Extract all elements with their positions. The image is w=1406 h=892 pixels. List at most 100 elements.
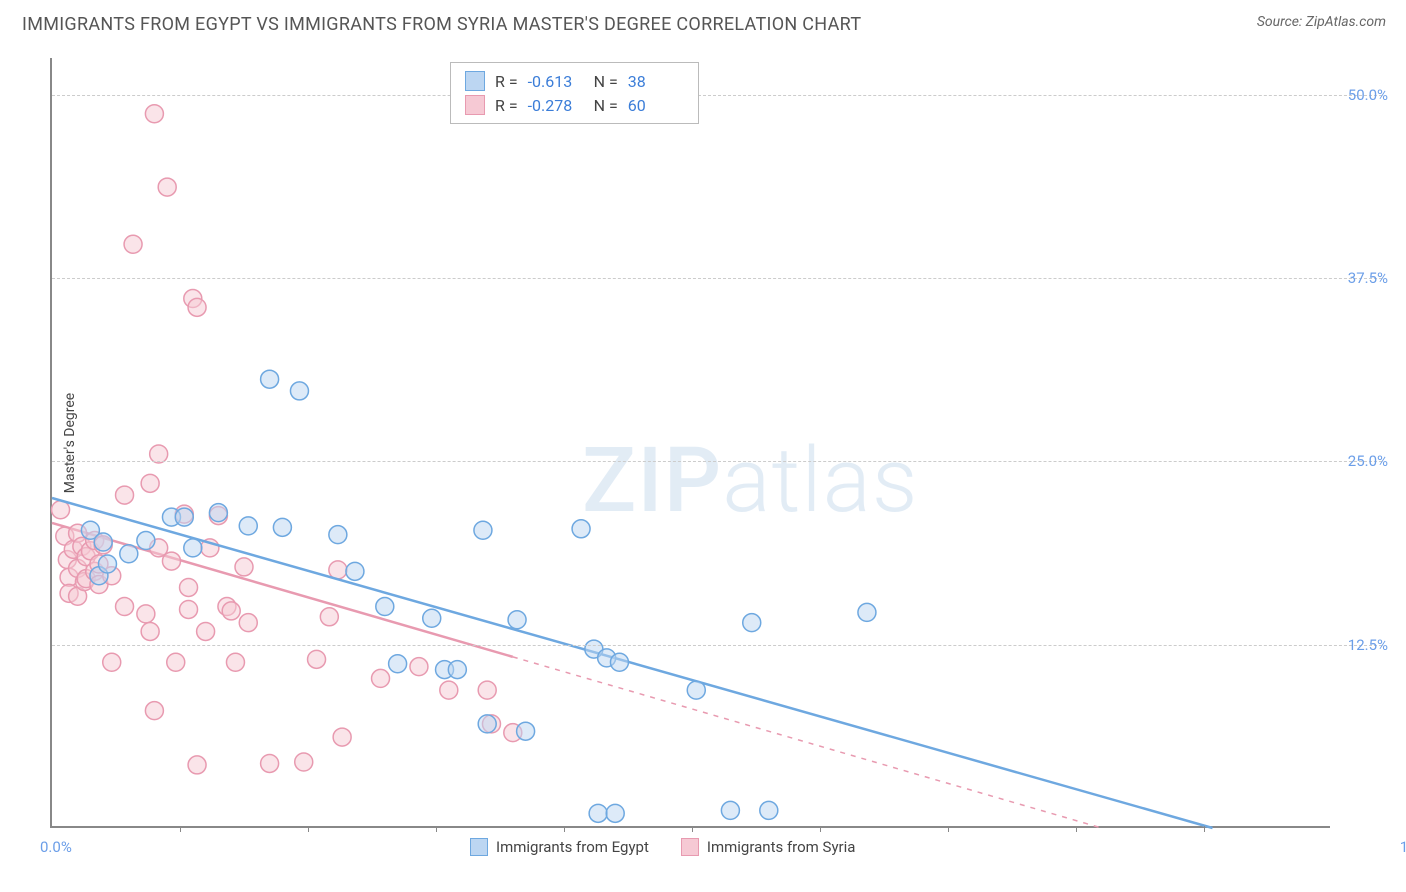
data-point [235, 558, 253, 576]
data-point [478, 681, 496, 699]
plot-region: ZIPatlas 12.5%25.0%37.5%50.0% [50, 58, 1330, 828]
x-tick [436, 826, 437, 832]
regression-line-dashed [513, 657, 1102, 828]
data-point [474, 521, 492, 539]
data-point [721, 801, 739, 819]
stats-n-label: N = [594, 96, 618, 115]
y-tick-label: 37.5% [1348, 269, 1388, 287]
y-tick-label: 25.0% [1348, 452, 1388, 470]
gridline [52, 95, 1382, 96]
data-point [175, 508, 193, 526]
regression-line [52, 523, 513, 657]
data-point [162, 552, 180, 570]
data-point [333, 728, 351, 746]
stats-row: R =-0.613N =38 [465, 69, 684, 93]
x-tick [180, 826, 181, 832]
data-point [478, 715, 496, 733]
x-axis-min-label: 0.0% [40, 838, 72, 856]
data-point [440, 681, 458, 699]
data-point [290, 382, 308, 400]
data-point [239, 614, 257, 632]
x-axis-max-label: 15.0% [1400, 838, 1406, 856]
x-tick [1076, 826, 1077, 832]
legend-item: Immigrants from Egypt [470, 838, 649, 856]
gridline [52, 461, 1382, 462]
stats-legend: R =-0.613N =38R =-0.278N =60 [450, 62, 699, 124]
x-tick [820, 826, 821, 832]
stats-r-label: R = [495, 96, 518, 115]
data-point [410, 658, 428, 676]
legend-label: Immigrants from Egypt [496, 838, 649, 856]
data-point [141, 474, 159, 492]
data-point [606, 804, 624, 822]
y-tick-label: 12.5% [1348, 636, 1388, 654]
data-point [610, 653, 628, 671]
data-point [239, 517, 257, 535]
legend-swatch [470, 838, 488, 856]
data-point [141, 622, 159, 640]
data-point [94, 533, 112, 551]
data-point [188, 756, 206, 774]
data-point [589, 804, 607, 822]
legend-item: Immigrants from Syria [681, 838, 856, 856]
data-point [389, 655, 407, 673]
legend-swatch [465, 95, 485, 115]
data-point [295, 753, 313, 771]
data-point [137, 532, 155, 550]
data-point [226, 653, 244, 671]
data-point [517, 722, 535, 740]
data-point [222, 602, 240, 620]
bottom-legend: Immigrants from Egypt Immigrants from Syr… [470, 838, 855, 856]
legend-swatch [465, 71, 485, 91]
stats-n-label: N = [594, 72, 618, 91]
data-point [346, 562, 364, 580]
data-point [329, 561, 347, 579]
data-point [197, 622, 215, 640]
data-point [308, 650, 326, 668]
scatter-svg [52, 58, 1332, 828]
chart-title: IMMIGRANTS FROM EGYPT VS IMMIGRANTS FROM… [22, 14, 861, 35]
data-point [760, 801, 778, 819]
data-point [98, 555, 116, 573]
data-point [184, 539, 202, 557]
data-point [116, 598, 134, 616]
data-point [320, 608, 338, 626]
data-point [261, 754, 279, 772]
data-point [124, 235, 142, 253]
data-point [150, 445, 168, 463]
stats-n-value: 60 [628, 96, 684, 115]
data-point [145, 702, 163, 720]
data-point [687, 681, 705, 699]
x-tick [1204, 826, 1205, 832]
stats-r-label: R = [495, 72, 518, 91]
data-point [120, 545, 138, 563]
y-tick-label: 50.0% [1348, 86, 1388, 104]
data-point [158, 178, 176, 196]
gridline [52, 645, 1382, 646]
data-point [145, 105, 163, 123]
data-point [376, 598, 394, 616]
chart-area: Master's Degree ZIPatlas 12.5%25.0%37.5%… [50, 58, 1390, 828]
legend-label: Immigrants from Syria [707, 838, 856, 856]
data-point [209, 504, 227, 522]
stats-row: R = -0.278 N = 60 [465, 93, 684, 117]
data-point [103, 653, 121, 671]
data-point [329, 526, 347, 544]
data-point [858, 603, 876, 621]
data-point [116, 486, 134, 504]
x-tick [308, 826, 309, 832]
data-point [423, 609, 441, 627]
data-point [372, 669, 390, 687]
data-point [273, 518, 291, 536]
source-label: Source: ZipAtlas.com [1257, 14, 1386, 30]
data-point [137, 605, 155, 623]
x-tick [692, 826, 693, 832]
stats-r-value: -0.278 [528, 96, 584, 115]
data-point [448, 661, 466, 679]
data-point [508, 611, 526, 629]
data-point [261, 370, 279, 388]
stats-r-value: -0.613 [528, 72, 584, 91]
legend-swatch [681, 838, 699, 856]
data-point [180, 600, 198, 618]
data-point [167, 653, 185, 671]
